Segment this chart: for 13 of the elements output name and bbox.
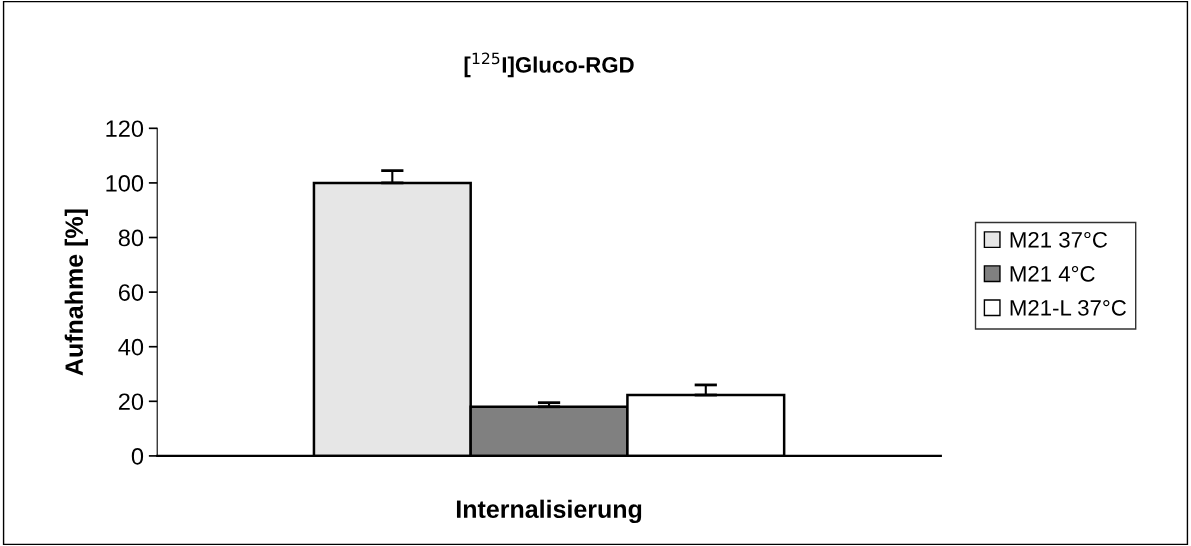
legend-label: M21-L 37°C xyxy=(1010,300,1126,316)
y-tick-label: 20 xyxy=(118,393,144,411)
y-tick-label: 80 xyxy=(118,229,144,247)
y-tick-label: 40 xyxy=(118,338,144,356)
y-tick-label: 60 xyxy=(118,284,144,301)
y-tick-label: 120 xyxy=(106,120,144,138)
x-axis-title: Internalisierung xyxy=(456,499,642,524)
chart-title: [$^{125}$I]Gluco-RGD xyxy=(464,52,634,78)
y-tick-label: 0 xyxy=(131,447,144,465)
y-axis-title: Aufnahme [%] xyxy=(64,209,88,376)
y-tick-label: 100 xyxy=(106,174,144,192)
legend-label: M21 4°C xyxy=(1010,265,1095,282)
legend-label: M21 37°C xyxy=(1010,231,1108,248)
